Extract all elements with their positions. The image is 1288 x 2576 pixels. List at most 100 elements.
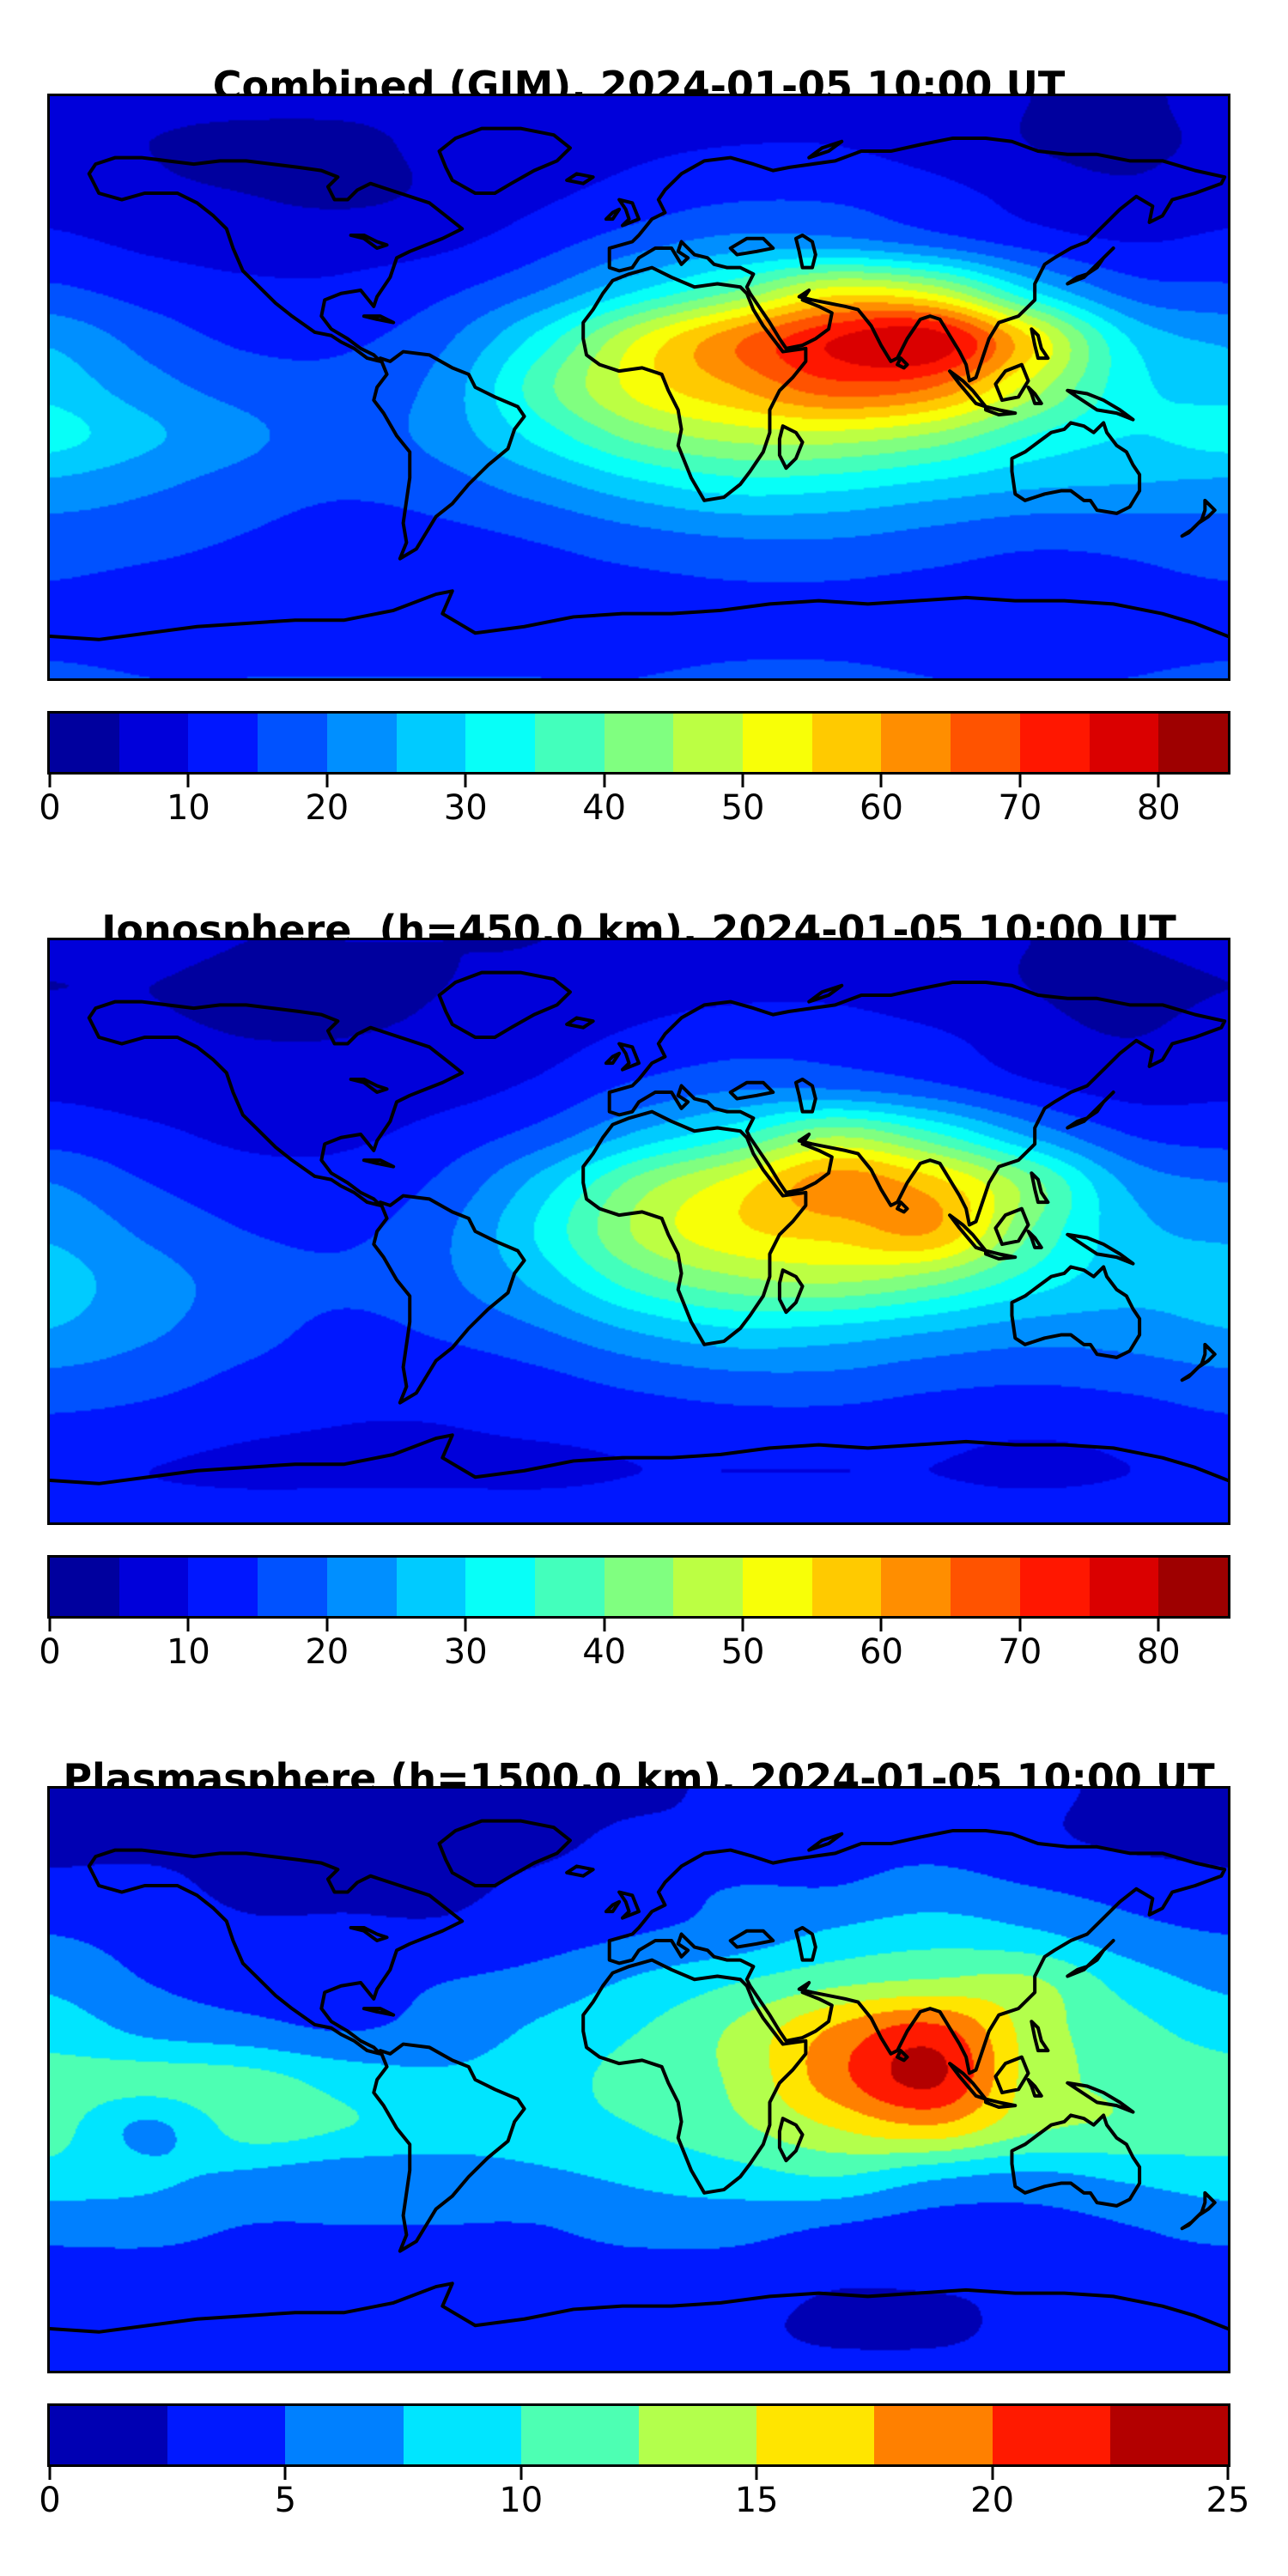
colorbar-tick xyxy=(464,1619,467,1631)
colorbar-tick-label: 10 xyxy=(499,2481,544,2520)
colorbar-segment xyxy=(639,2406,757,2464)
colorbar-tick xyxy=(603,775,606,787)
colorbar-tick xyxy=(283,2467,287,2480)
colorbar-segment xyxy=(874,2406,993,2464)
colorbar-tick-label: 30 xyxy=(443,1632,488,1672)
coastlines-overlay xyxy=(50,96,1228,678)
colorbar-tick xyxy=(48,1619,52,1631)
colorbar-tick-label: 20 xyxy=(305,788,349,828)
panel-ionosphere: Ionosphere (h=450.0 km), 2024-01-05 10:0… xyxy=(0,844,1288,1688)
colorbar-tick xyxy=(1157,775,1160,787)
colorbar-tick-label: 10 xyxy=(166,1632,210,1672)
colorbar-ticks-combined: 0 10 20 30 40 50 60 70 80 xyxy=(39,775,1228,852)
colorbar-tick xyxy=(325,1619,329,1631)
heatmap-canvas-plasmasphere xyxy=(50,1789,1228,2371)
colorbar-tick xyxy=(325,775,329,787)
colorbar-segment xyxy=(811,714,882,772)
colorbar-tick xyxy=(879,775,883,787)
heatmap-canvas-combined xyxy=(50,96,1228,678)
colorbar-tick-label: 40 xyxy=(582,788,627,828)
colorbar-segment xyxy=(992,2406,1110,2464)
colorbar-segment xyxy=(604,1558,674,1616)
colorbar-tick xyxy=(603,1619,606,1631)
colorbar-tick xyxy=(741,775,744,787)
map-ionosphere xyxy=(50,940,1228,1522)
colorbar-segment xyxy=(951,1558,1020,1616)
colorbar-segment xyxy=(403,2406,521,2464)
colorbar-tick-label: 0 xyxy=(39,2481,61,2520)
map-plasmasphere xyxy=(50,1789,1228,2371)
colorbar-segment xyxy=(1158,714,1228,772)
colorbar-combined xyxy=(50,714,1228,772)
colorbar-tick-label: 50 xyxy=(720,1632,765,1672)
colorbar-segment xyxy=(118,714,189,772)
colorbar-tick xyxy=(879,1619,883,1631)
coastline-path xyxy=(50,1821,1228,2332)
colorbar-segment xyxy=(396,1558,466,1616)
colorbar-segment xyxy=(465,1558,535,1616)
colorbar-tick-label: 20 xyxy=(970,2481,1015,2520)
colorbar-segment xyxy=(188,714,258,772)
colorbar-tick-label: 40 xyxy=(582,1632,627,1672)
colorbar-tick-label: 0 xyxy=(39,1632,61,1672)
colorbar-segment xyxy=(396,714,466,772)
colorbar-tick-label: 80 xyxy=(1136,1632,1181,1672)
colorbar-ionosphere xyxy=(50,1558,1228,1616)
colorbar-tick-label: 25 xyxy=(1206,2481,1250,2520)
colorbar-segment xyxy=(881,714,951,772)
colorbar-segment xyxy=(50,714,119,772)
colorbar-tick xyxy=(519,2467,523,2480)
colorbar-segment xyxy=(188,1558,258,1616)
colorbar-tick xyxy=(464,775,467,787)
panel-combined: Combined (GIM), 2024-01-05 10:00 UT 0 10 2… xyxy=(0,0,1288,844)
panel-plasmasphere: Plasmasphere (h=1500.0 km), 2024-01-05 1… xyxy=(0,1692,1288,2537)
colorbar-segment xyxy=(520,2406,640,2464)
colorbar-segment xyxy=(1089,714,1159,772)
heatmap-canvas-ionosphere xyxy=(50,940,1228,1522)
colorbar-segment xyxy=(326,714,397,772)
colorbar-tick-label: 15 xyxy=(734,2481,779,2520)
colorbar-ticks-ionosphere: 0 10 20 30 40 50 60 70 80 xyxy=(39,1619,1228,1696)
colorbar-segment xyxy=(673,714,744,772)
colorbar-tick xyxy=(1018,1619,1022,1631)
coastlines-overlay xyxy=(50,940,1228,1522)
colorbar-segment xyxy=(258,1558,327,1616)
colorbar-tick-label: 50 xyxy=(720,788,765,828)
colorbar-tick-label: 80 xyxy=(1136,788,1181,828)
colorbar-segment xyxy=(604,714,674,772)
colorbar-segment xyxy=(534,1558,605,1616)
colorbar-tick xyxy=(1226,2467,1230,2480)
colorbar-tick-label: 5 xyxy=(274,2481,297,2520)
colorbar-ticks-plasmasphere: 0 5 10 15 20 25 xyxy=(39,2467,1249,2544)
colorbar-tick xyxy=(1018,775,1022,787)
colorbar-segment xyxy=(1019,714,1090,772)
colorbar-segment xyxy=(118,1558,189,1616)
colorbar-segment xyxy=(167,2406,286,2464)
colorbar-tick xyxy=(48,2467,52,2480)
colorbar-tick xyxy=(755,2467,758,2480)
colorbar-segment xyxy=(285,2406,404,2464)
colorbar-tick xyxy=(186,775,190,787)
colorbar-plasmasphere xyxy=(50,2406,1229,2464)
colorbar-segment xyxy=(465,714,535,772)
colorbar-segment xyxy=(258,714,327,772)
colorbar-segment xyxy=(326,1558,397,1616)
colorbar-tick-label: 20 xyxy=(305,1632,349,1672)
colorbar-segment xyxy=(811,1558,882,1616)
colorbar-segment xyxy=(881,1558,951,1616)
colorbar-tick xyxy=(186,1619,190,1631)
colorbar-segment xyxy=(743,1558,812,1616)
colorbar-segment xyxy=(951,714,1020,772)
colorbar-tick xyxy=(991,2467,994,2480)
colorbar-segment xyxy=(50,1558,119,1616)
colorbar-segment xyxy=(756,2406,875,2464)
colorbar-segment xyxy=(1019,1558,1090,1616)
colorbar-tick-label: 70 xyxy=(998,1632,1042,1672)
colorbar-tick-label: 60 xyxy=(860,1632,903,1672)
colorbar-segment xyxy=(1109,2406,1229,2464)
colorbar-segment xyxy=(1089,1558,1159,1616)
coastline-path xyxy=(50,129,1228,640)
colorbar-segment xyxy=(743,714,812,772)
colorbar-segment xyxy=(673,1558,744,1616)
colorbar-tick-label: 0 xyxy=(39,788,61,828)
